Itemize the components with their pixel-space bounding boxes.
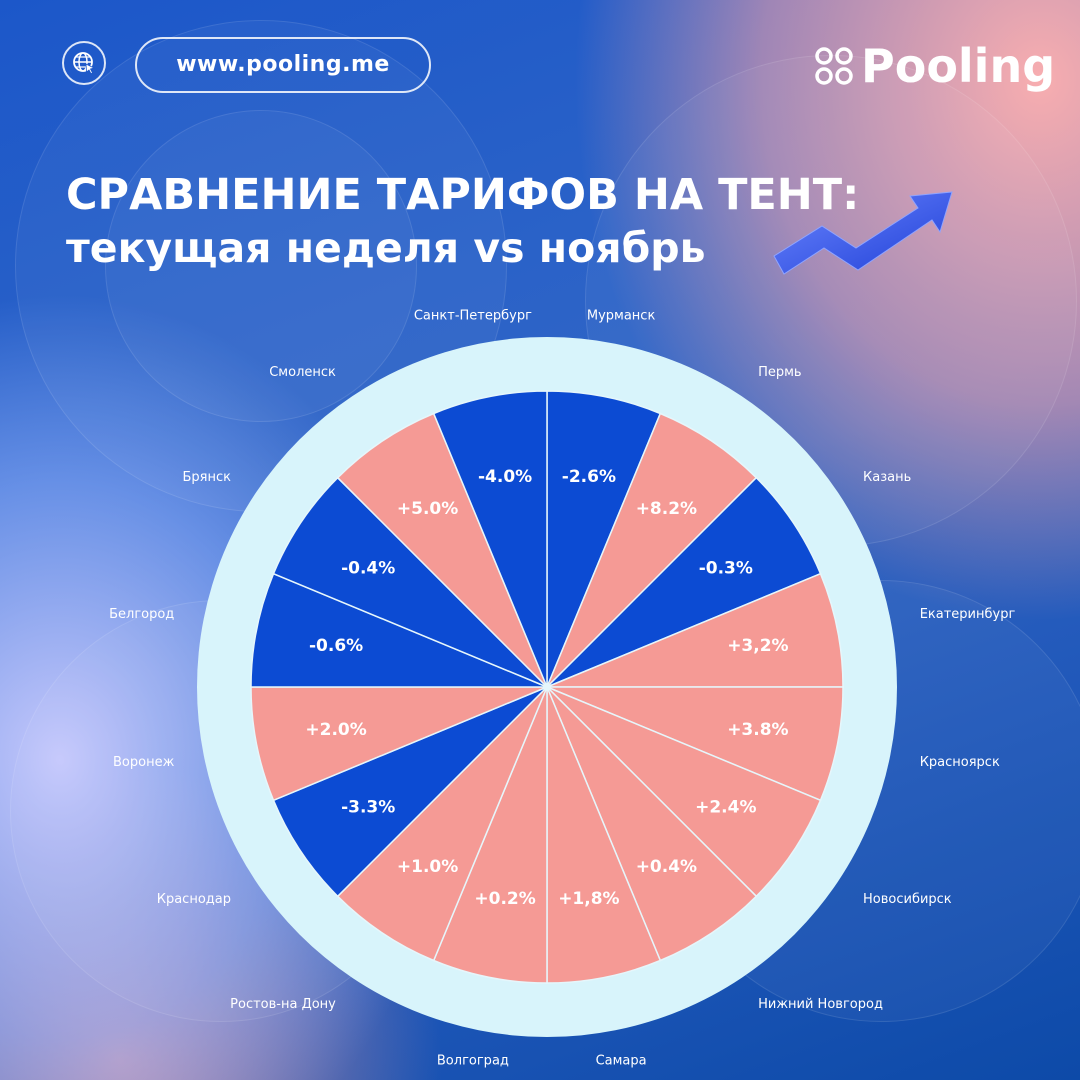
pie-slice: [336, 686, 548, 962]
slice-value-label: -0.6%: [309, 636, 363, 656]
pie-slice: [546, 476, 822, 688]
city-label: Самара: [596, 1054, 647, 1069]
city-label: Нижний Новгород: [758, 997, 883, 1012]
brand-logo: Pooling: [815, 38, 1055, 94]
globe-cursor-icon[interactable]: [62, 41, 106, 85]
pie-slice: [336, 412, 548, 688]
slice-value-label: -2.6%: [562, 467, 616, 487]
slice-value-label: -4.0%: [478, 467, 532, 487]
slice-value-label: +2.4%: [695, 797, 756, 817]
website-link[interactable]: www.pooling.me: [135, 37, 431, 93]
slice-value-label: +8.2%: [636, 499, 697, 519]
slice-value-label: +0.2%: [474, 889, 535, 909]
slice-value-label: -0.3%: [699, 559, 753, 579]
pie-slice: [250, 572, 548, 688]
city-label: Казань: [863, 470, 911, 485]
slice-value-label: +3,2%: [727, 636, 788, 656]
slice-value-label: -3.3%: [341, 797, 395, 817]
page-subtitle: текущая неделя vs ноябрь: [66, 224, 706, 272]
decor-circle-left-inner: [105, 110, 417, 422]
pooling-logo-icon: [815, 47, 853, 85]
pie-slice: [432, 686, 548, 984]
pie-slice: [546, 686, 662, 984]
city-label: Брянск: [183, 470, 232, 485]
city-label: Краснодар: [157, 892, 231, 907]
pie-slice: [250, 686, 548, 802]
slice-value-label: -0.4%: [341, 559, 395, 579]
city-label: Белгород: [109, 607, 174, 622]
city-label: Санкт-Петербург: [414, 308, 532, 323]
slice-value-label: +0.4%: [636, 857, 697, 877]
pie-slice: [546, 686, 844, 802]
city-label: Екатеринбург: [920, 607, 1016, 622]
slice-value-label: +2.0%: [305, 720, 366, 740]
pie-slice: [546, 686, 822, 898]
city-label: Воронеж: [113, 755, 175, 770]
slice-value-label: +3.8%: [727, 720, 788, 740]
brand-name: Pooling: [861, 39, 1056, 93]
page-title: СРАВНЕНИЕ ТАРИФОВ НА ТЕНТ:: [66, 170, 860, 220]
city-label: Мурманск: [587, 308, 656, 323]
city-label: Пермь: [758, 365, 802, 380]
city-label: Волгоград: [437, 1054, 509, 1069]
trend-arrow-icon: [773, 191, 953, 275]
pie-slice: [272, 686, 548, 898]
city-label: Смоленск: [269, 365, 336, 380]
city-label: Новосибирск: [863, 892, 952, 907]
slice-value-label: +1.0%: [397, 857, 458, 877]
pie-slice: [546, 686, 758, 962]
city-label: Ростов-на Дону: [230, 997, 336, 1012]
pie-slice: [546, 390, 662, 688]
pie-slice: [272, 476, 548, 688]
slice-value-label: +1,8%: [558, 889, 619, 909]
pie-slice: [432, 390, 548, 688]
pie-slice: [546, 412, 758, 688]
city-label: Красноярск: [920, 755, 1000, 770]
slice-value-label: +5.0%: [397, 499, 458, 519]
pie-slice: [546, 572, 844, 688]
